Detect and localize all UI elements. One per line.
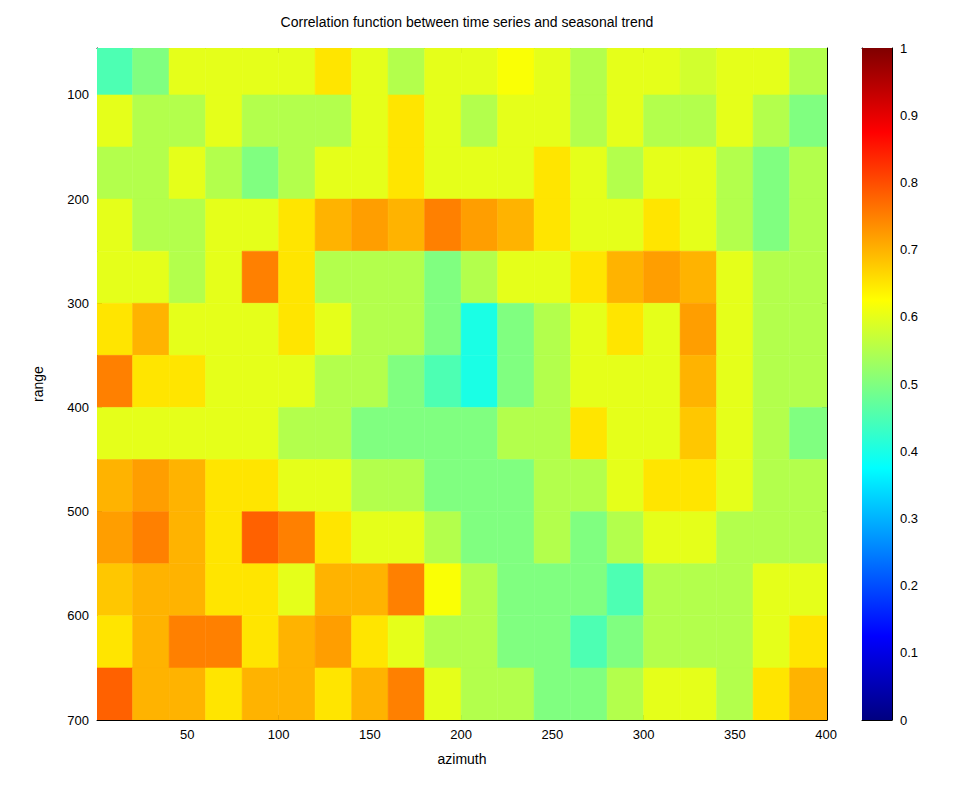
- svg-text:0.1: 0.1: [900, 645, 918, 660]
- svg-text:350: 350: [724, 727, 746, 742]
- svg-text:range: range: [30, 366, 46, 402]
- svg-text:250: 250: [541, 727, 563, 742]
- svg-text:0.6: 0.6: [900, 309, 918, 324]
- svg-text:0.4: 0.4: [900, 444, 918, 459]
- svg-text:600: 600: [67, 608, 89, 623]
- svg-text:300: 300: [633, 727, 655, 742]
- svg-text:0.2: 0.2: [900, 578, 918, 593]
- svg-text:300: 300: [67, 296, 89, 311]
- svg-text:500: 500: [67, 504, 89, 519]
- svg-text:0.8: 0.8: [900, 175, 918, 190]
- svg-text:400: 400: [815, 727, 837, 742]
- svg-text:50: 50: [180, 727, 194, 742]
- svg-text:400: 400: [67, 400, 89, 415]
- svg-text:0.9: 0.9: [900, 108, 918, 123]
- svg-text:700: 700: [67, 713, 89, 728]
- svg-text:1: 1: [900, 41, 907, 56]
- svg-text:Correlation function between t: Correlation function between time series…: [281, 14, 654, 30]
- svg-text:azimuth: azimuth: [437, 751, 486, 767]
- svg-text:150: 150: [359, 727, 381, 742]
- svg-text:0: 0: [900, 713, 907, 728]
- svg-text:100: 100: [268, 727, 290, 742]
- svg-text:200: 200: [67, 192, 89, 207]
- svg-text:200: 200: [450, 727, 472, 742]
- svg-text:0.3: 0.3: [900, 511, 918, 526]
- svg-text:0.7: 0.7: [900, 242, 918, 257]
- svg-text:100: 100: [67, 87, 89, 102]
- svg-text:0.5: 0.5: [900, 377, 918, 392]
